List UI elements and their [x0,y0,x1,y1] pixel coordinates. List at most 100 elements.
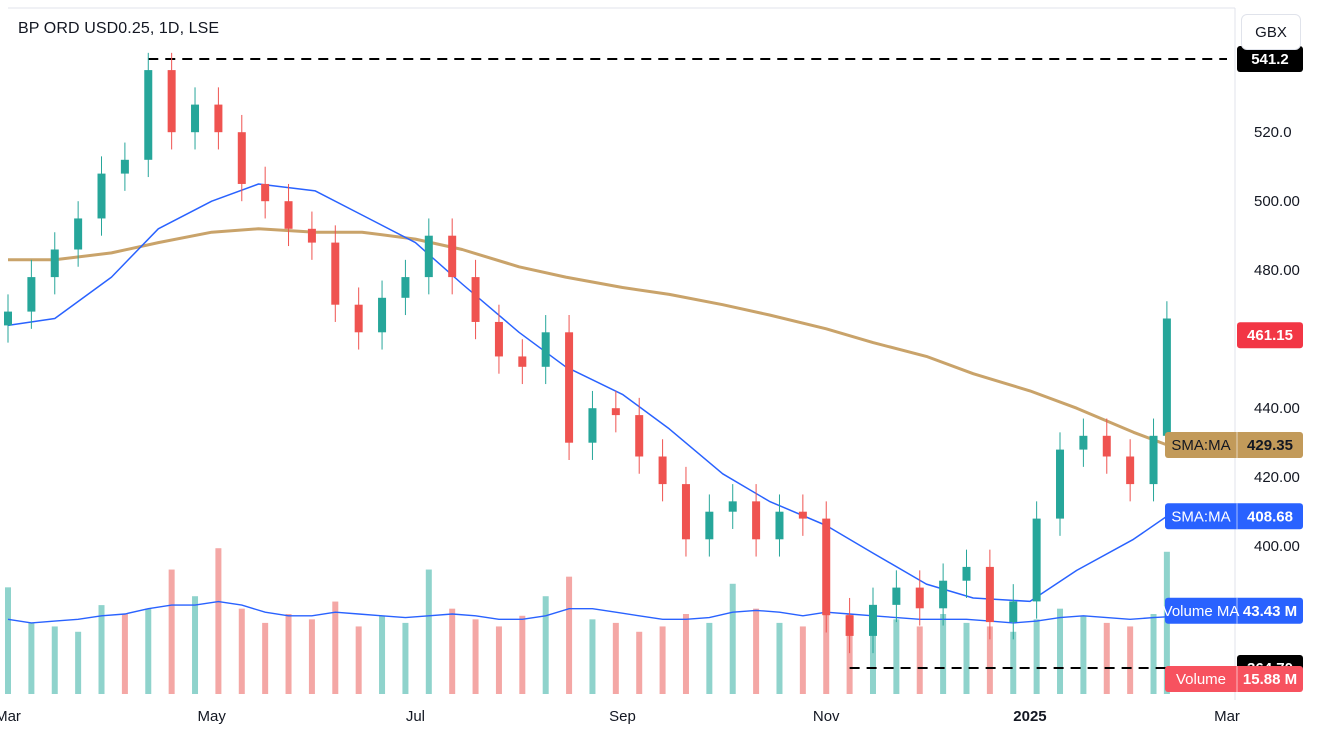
sma-long-badge-value: 429.35 [1247,437,1293,454]
candle-body [775,511,784,540]
candle [97,156,106,236]
x-tick-label: Mar [0,708,21,725]
sma-short-badge: SMA:MA 408.68 [1165,503,1303,530]
volume-bar [449,608,456,694]
candle [1102,418,1111,474]
volume-bar [51,626,58,694]
candle [822,501,831,633]
volume-bar [1103,622,1110,694]
candle-body [4,311,12,326]
sma-long-line [8,227,1168,447]
candle [214,87,223,150]
sma-long-badge-bg [1165,431,1303,458]
volume-bar [1057,608,1064,694]
volume-bar [753,608,760,694]
candle [167,52,176,150]
candle-body [845,615,854,636]
y-tick-label: 420.00 [1254,469,1300,486]
volume-bar [1127,626,1134,694]
candle-body [728,501,737,512]
volume-bar [402,622,409,694]
candle [448,218,457,295]
candle-body [144,70,153,160]
axis-badges: 541.2 461.15 SMA:MA 429.35 SMA:MA 408.68 Volum… [1163,46,1303,692]
candle [378,280,387,350]
volume-bar [589,619,596,694]
candle-body [541,332,550,367]
candle [424,218,433,295]
volume-bar [519,615,526,694]
candle [144,52,153,178]
volume-bar [986,626,993,694]
candle-body [635,415,644,457]
candle [1056,432,1065,536]
volume-bar [776,622,783,694]
volume-badge: Volume 15.88 M [1165,666,1303,692]
candle-body [1032,518,1041,602]
high-level-badge-bg [1237,46,1303,73]
candle [4,294,12,343]
volume-bar [682,614,689,694]
volume-bar [355,626,362,694]
x-tick-label: Nov [813,708,840,725]
volume-bar [706,622,713,694]
candle [261,166,270,219]
candles [4,52,1171,654]
candle-body [74,218,83,250]
candle [1032,501,1041,619]
candle [354,287,363,350]
candle-body [1056,449,1065,519]
candle-body [424,235,433,278]
candle-body [1149,435,1158,485]
candle [705,494,714,557]
volume-badge-bg [1165,666,1303,692]
volume-bar [472,619,479,694]
candle [588,390,597,460]
candle [120,142,129,191]
volume-ma-badge-label: Volume MA [1163,603,1240,620]
candle [892,570,901,623]
sma-short-badge-value: 408.68 [1247,508,1293,525]
volume-bar [916,626,923,694]
candle-body [518,356,527,367]
volume-bar [238,608,245,694]
x-tick-label: May [198,708,227,725]
candle [1149,418,1158,502]
volume-bar [612,622,619,694]
time-axis[interactable]: Mar May Jul Sep Nov 2025 Mar [0,708,1240,725]
volume-bar [168,569,175,694]
candle [635,397,644,474]
candle-body [798,511,807,519]
volume-bar [940,614,947,694]
sma-long-badge-label: SMA:MA [1171,437,1230,454]
volume-ma-badge-bg [1165,597,1303,624]
candle [611,390,620,433]
candle [331,225,340,322]
volume-ma-line-group [7,600,1167,624]
volume-bar [379,615,386,694]
volume-badge-value: 15.88 M [1243,671,1297,688]
candle-body [494,321,503,357]
high-level-badge: 541.2 [1237,46,1303,73]
candle-body [868,604,877,636]
volume-bar [659,626,666,694]
candle-body [401,277,410,298]
volume-bar [5,587,11,694]
volume-bar [495,626,502,694]
volume-bar [636,631,643,694]
candle-body [261,183,270,202]
volume-bar [893,619,900,694]
volume-bar [799,626,806,694]
candle [962,549,971,598]
currency-button[interactable]: GBX [1241,14,1301,50]
candle-body [237,132,246,184]
candle [868,587,877,654]
volume-bar [308,619,315,694]
volume-bar [729,583,736,694]
candle-body [27,277,36,312]
sma-lines [7,183,1168,603]
candle [798,494,807,536]
volume-bar [75,631,82,694]
